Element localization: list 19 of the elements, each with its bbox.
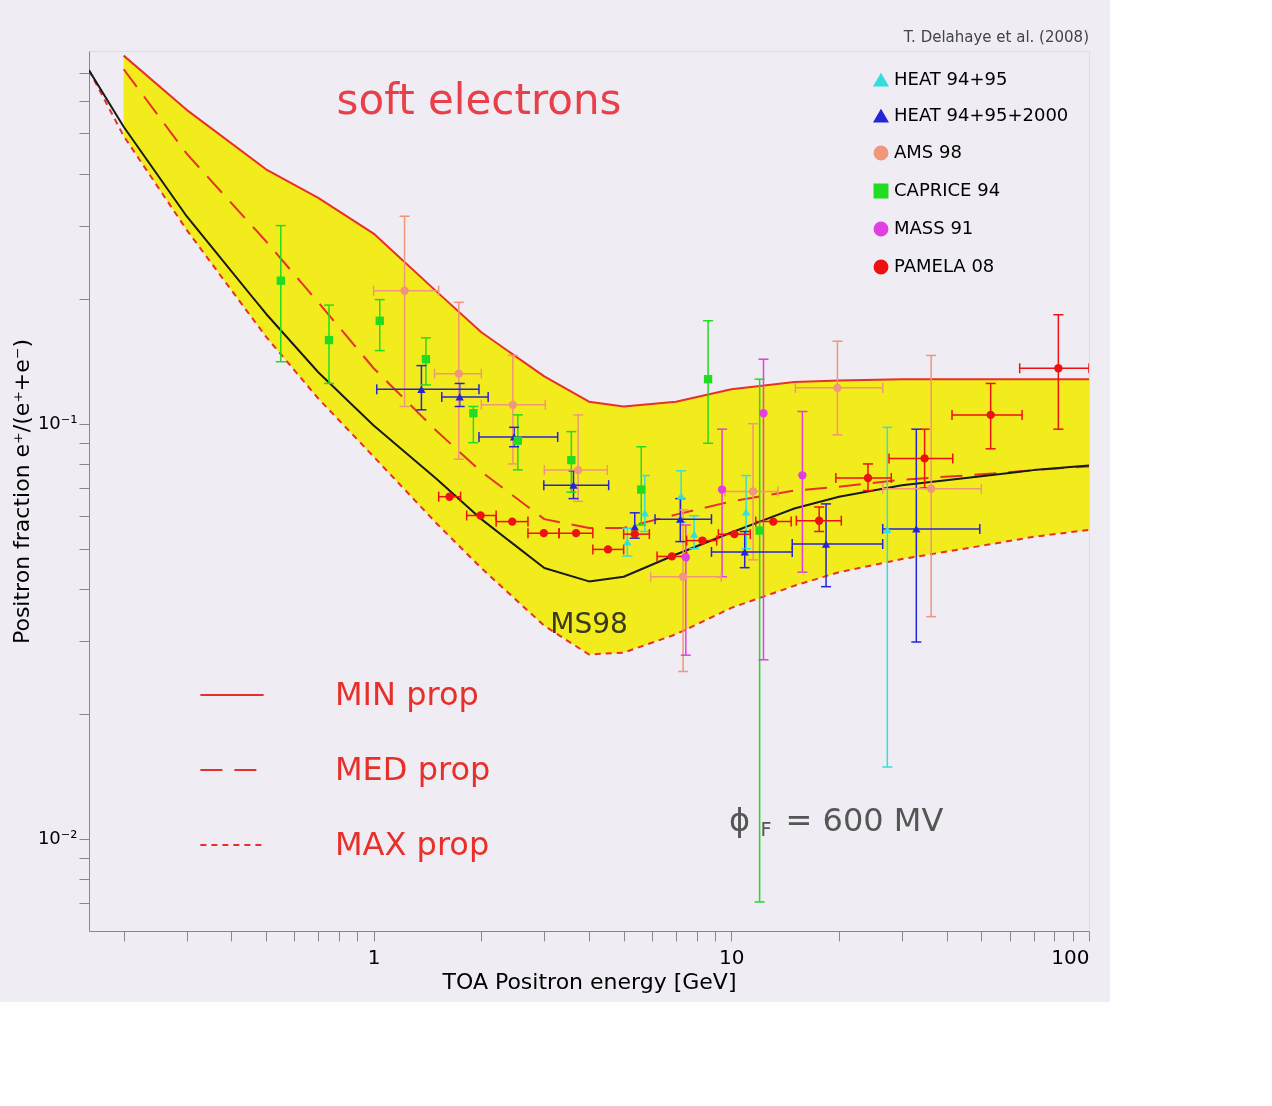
x-tick-label: 1 — [367, 944, 381, 969]
legend-label: CAPRICE 94 — [894, 179, 1001, 200]
legend-label: AMS 98 — [894, 141, 962, 162]
y-axis-title: Positron fraction e⁺/(e⁺+e⁻) — [8, 338, 34, 645]
x-tick-label: 100 — [1051, 944, 1090, 969]
annotation: MS98 — [550, 606, 628, 640]
legend-label: MASS 91 — [894, 217, 974, 238]
text: T. Delahaye et al. (2008) — [902, 28, 1089, 46]
text: soft electrons — [336, 75, 622, 124]
legend-label: MED prop — [335, 750, 491, 788]
legend-label: PAMELA 08 — [894, 255, 995, 276]
y-tick-label: 10⁻¹ — [37, 412, 78, 434]
x-tick-label: 10 — [719, 944, 745, 969]
y-tick-label: 10⁻² — [37, 827, 78, 849]
x-axis-title: TOA Positron energy [GeV] — [441, 968, 737, 994]
legend-label: MIN prop — [335, 675, 479, 713]
legend-label: MAX prop — [335, 825, 490, 863]
legend-label: HEAT 94+95 — [894, 68, 1008, 89]
legend-label: HEAT 94+95+2000 — [894, 104, 1069, 125]
